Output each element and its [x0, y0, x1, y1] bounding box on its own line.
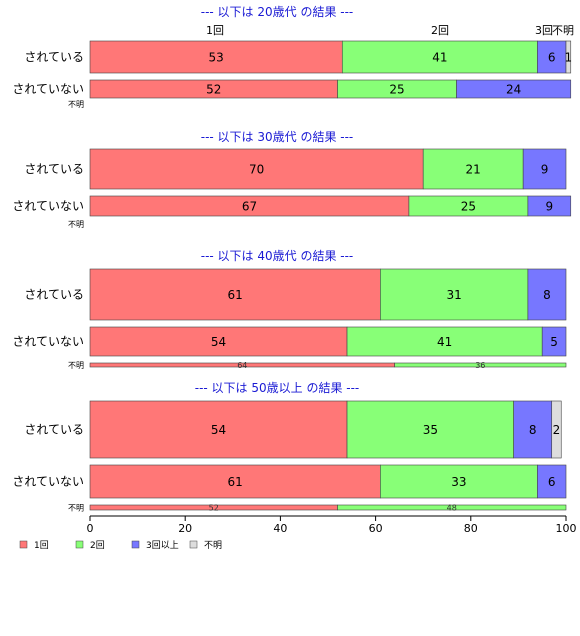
x-tick-label: 100 — [556, 522, 577, 535]
data-label: 53 — [208, 51, 223, 65]
bar-segment — [394, 362, 567, 368]
data-label: 70 — [249, 163, 264, 177]
row-label: されている — [24, 423, 84, 437]
bar-segment — [522, 148, 567, 190]
row-label: されていない — [12, 475, 84, 489]
bar-segment — [565, 40, 572, 74]
data-label: 54 — [211, 335, 226, 349]
bar-segment — [380, 464, 538, 499]
data-label: 24 — [506, 83, 521, 97]
panel-title: --- 以下は 40歳代 の結果 --- — [201, 249, 354, 263]
legend-swatch — [131, 540, 140, 549]
legend-swatch — [19, 540, 28, 549]
data-label: 31 — [446, 288, 461, 302]
top-label: 不明 — [552, 24, 574, 37]
panel-title: --- 以下は 30歳代 の結果 --- — [201, 130, 354, 144]
legend-label: 2回 — [90, 540, 105, 551]
data-label: 52 — [209, 504, 219, 513]
row-label: されていない — [12, 199, 84, 213]
row-label: されている — [24, 288, 84, 302]
x-tick-label: 80 — [464, 522, 478, 535]
bar-segment — [89, 400, 348, 459]
data-label: 21 — [466, 163, 481, 177]
bar-segment — [513, 400, 553, 459]
x-tick-label: 0 — [87, 522, 94, 535]
bar-segment — [527, 195, 572, 217]
data-label: 33 — [451, 475, 466, 489]
row-label: されている — [24, 162, 84, 176]
bar-segment — [346, 400, 514, 459]
bar-segment — [89, 40, 343, 74]
x-tick-label: 60 — [369, 522, 383, 535]
data-label: 48 — [447, 504, 457, 513]
bar-segment — [380, 268, 529, 321]
data-label: 9 — [541, 163, 549, 177]
row-label: されている — [24, 50, 84, 64]
data-label: 67 — [242, 200, 257, 214]
row-label: されていない — [12, 82, 84, 96]
bar-segment — [89, 148, 424, 190]
bar-segment — [537, 40, 567, 74]
data-label: 6 — [548, 475, 556, 489]
data-label: 54 — [211, 423, 226, 437]
top-label: 1回 — [206, 24, 224, 37]
bar-segment — [527, 268, 567, 321]
x-tick-label: 40 — [273, 522, 287, 535]
bar-segment — [89, 268, 381, 321]
row-label: 不明 — [68, 504, 84, 513]
top-label: 3回 — [535, 24, 553, 37]
legend-swatch — [189, 540, 198, 549]
data-label: 25 — [389, 83, 404, 97]
data-label: 2 — [553, 423, 561, 437]
data-label: 5 — [550, 335, 558, 349]
data-label: 8 — [543, 288, 551, 302]
top-label: 2回 — [431, 24, 449, 37]
data-label: 6 — [548, 51, 556, 65]
data-label: 52 — [206, 83, 221, 97]
data-label: 61 — [228, 288, 243, 302]
panel-title: --- 以下は 20歳代 の結果 --- — [201, 5, 354, 19]
bar-segment — [537, 464, 567, 499]
data-label: 25 — [461, 200, 476, 214]
bar-segment — [337, 504, 567, 511]
bar-segment — [551, 400, 562, 459]
x-tick-label: 20 — [178, 522, 192, 535]
data-label: 41 — [437, 335, 452, 349]
data-label: 8 — [529, 423, 537, 437]
legend-label: 3回以上 — [146, 540, 179, 551]
data-label: 36 — [475, 361, 485, 370]
bar-segment — [341, 40, 538, 74]
bar-segment — [456, 79, 572, 99]
data-label: 9 — [546, 200, 554, 214]
bar-segment — [422, 148, 524, 190]
row-label: 不明 — [68, 100, 84, 109]
bar-segment — [541, 326, 567, 357]
bar-segment — [89, 326, 348, 357]
row-label: されていない — [12, 335, 84, 349]
data-label: 61 — [228, 475, 243, 489]
data-label: 64 — [237, 361, 247, 370]
legend-label: 不明 — [204, 540, 222, 551]
bar-segment — [346, 326, 543, 357]
data-label: 35 — [423, 423, 438, 437]
legend-label: 1回 — [34, 540, 49, 551]
row-label: 不明 — [68, 220, 84, 229]
data-label: 41 — [432, 51, 447, 65]
row-label: 不明 — [68, 361, 84, 370]
panel-title: --- 以下は 50歳以上 の結果 --- — [195, 381, 360, 395]
legend-swatch — [75, 540, 84, 549]
data-label: 1 — [565, 51, 573, 65]
